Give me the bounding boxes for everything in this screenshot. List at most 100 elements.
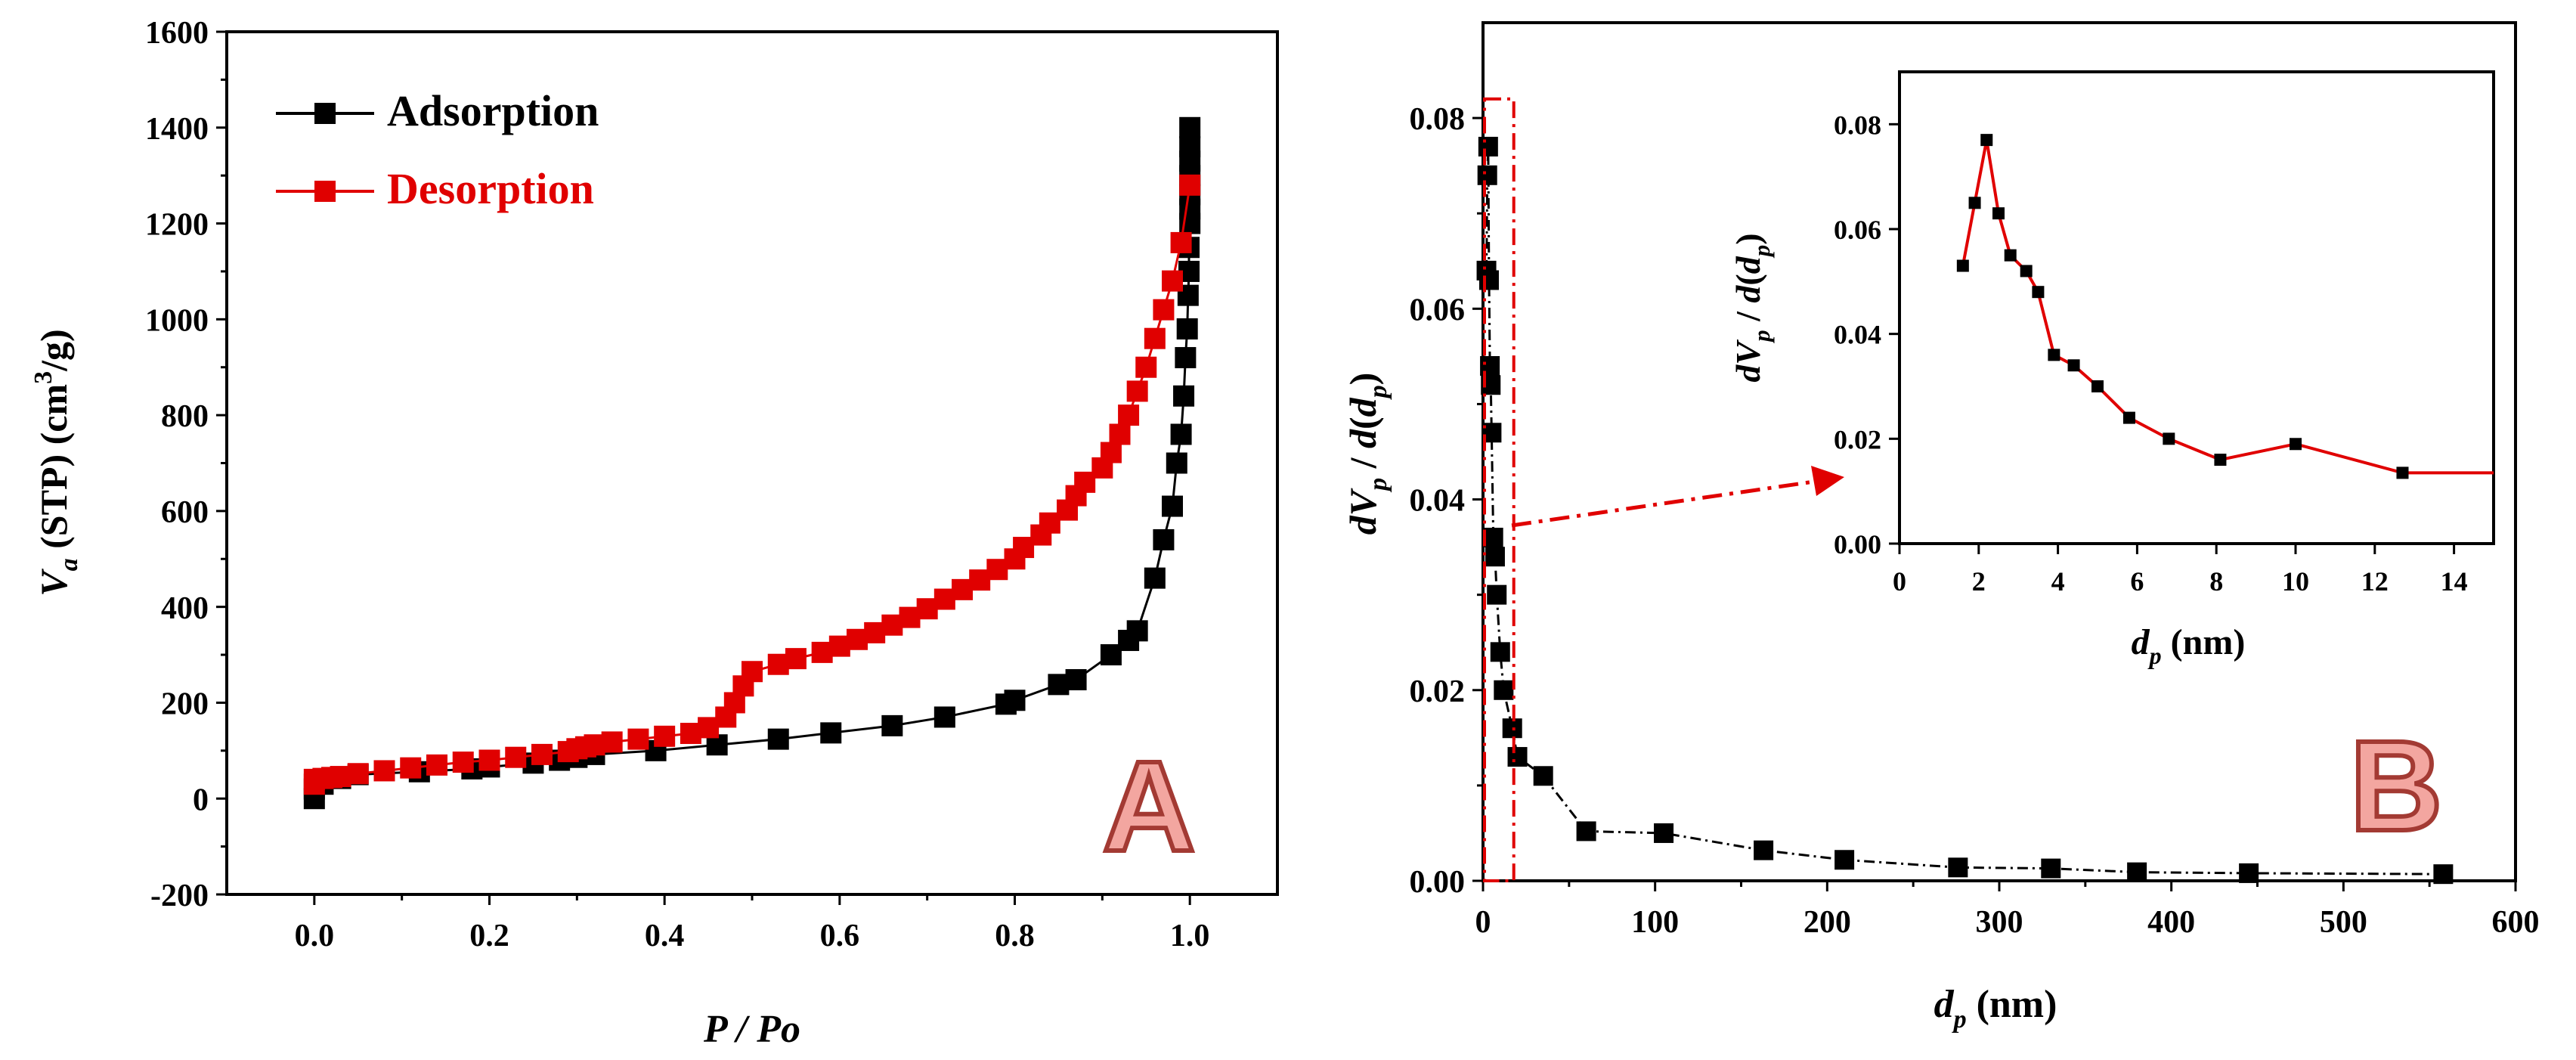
inset-x-tick-label: 4 bbox=[2051, 566, 2065, 597]
panel-b-data-point bbox=[1533, 766, 1553, 786]
inset-y-axis-label: dVp / d(dp) bbox=[1729, 233, 1775, 382]
inset-y-tick-label: 0.02 bbox=[1834, 424, 1881, 454]
inset-x-tick-label: 2 bbox=[1972, 566, 1986, 597]
panel-a-data-point bbox=[1144, 327, 1166, 349]
panel-a-data-point bbox=[1179, 116, 1201, 138]
inset-data-point bbox=[2004, 249, 2017, 262]
legend-adsorption-label: Adsorption bbox=[387, 86, 599, 135]
legend-desorption-marker bbox=[314, 181, 336, 202]
panel-a-data-point bbox=[531, 743, 553, 765]
panel-b-x-tick-label: 200 bbox=[1804, 905, 1851, 940]
panel-b-y-tick-label: 0.06 bbox=[1410, 293, 1466, 327]
panel-a-data-point bbox=[373, 760, 395, 782]
panel-b-x-tick-label: 400 bbox=[2147, 905, 2195, 940]
panel-b-data-point bbox=[2239, 863, 2259, 883]
panel-a-data-point bbox=[400, 757, 422, 779]
panel-a-data-point bbox=[1179, 174, 1201, 196]
inset-ticks: 0 2 4 6 8 10 12 14 0.00 0.02 0.04 0.06 0.08 bbox=[1834, 110, 2468, 597]
panel-b-y-tick-label: 0.02 bbox=[1410, 674, 1466, 709]
inset-frame bbox=[1898, 70, 2495, 545]
inset-data-point bbox=[2032, 286, 2045, 299]
inset-data-point bbox=[2020, 265, 2033, 277]
inset-y-tick-label: 0.04 bbox=[1834, 320, 1881, 350]
panel-a-data-point bbox=[1173, 385, 1195, 407]
panel-a-data-point bbox=[601, 731, 623, 753]
panel-a-x-tick-label: 0.4 bbox=[645, 919, 685, 953]
panel-a-data-point bbox=[654, 725, 676, 747]
panel-a-y-tick-label: 0 bbox=[193, 783, 209, 817]
inset-series-line bbox=[1961, 139, 2494, 475]
legend-adsorption-marker bbox=[314, 103, 336, 124]
panel-b-data-point bbox=[1576, 821, 1596, 841]
panel-a-data-point bbox=[1153, 528, 1175, 550]
panel-a-data-point bbox=[505, 746, 527, 768]
panel-a-data-point bbox=[1004, 690, 1026, 711]
panel-a-data-point bbox=[785, 648, 807, 670]
inset-x-tick-label: 8 bbox=[2209, 566, 2223, 597]
inset-data-point bbox=[2396, 466, 2409, 479]
panel-b-data-point bbox=[2041, 858, 2061, 879]
panel-a-data-point bbox=[1153, 299, 1175, 321]
panel-b-chart: 0 100 200 300 400 500 6000.000.020.040.060.08 … bbox=[1342, 21, 2540, 1034]
panel-a-y-tick-label: 800 bbox=[161, 399, 209, 434]
panel-b-data-point bbox=[1654, 823, 1674, 843]
panel-b-inset-chart: 0 2 4 6 8 10 12 140.000.020.040.060.08 dp (nm) … bbox=[1729, 70, 2495, 669]
panel-b-data-point bbox=[1834, 850, 1855, 870]
panel-b-data-point bbox=[1490, 642, 1510, 662]
panel-b-data-point bbox=[1494, 680, 1514, 700]
inset-y-tick-label: 0.06 bbox=[1834, 215, 1881, 245]
panel-a-data-point bbox=[1176, 318, 1198, 340]
panel-b-x-tick-label: 500 bbox=[2320, 905, 2367, 940]
inset-background bbox=[1899, 72, 2494, 544]
inset-data-point bbox=[2122, 411, 2135, 424]
panel-a-data-point bbox=[1175, 347, 1197, 369]
panel-b-x-axis-label: dp (nm) bbox=[1934, 983, 2057, 1034]
panel-a-letter: A bbox=[1103, 735, 1196, 879]
panel-a-y-tick-label: 1000 bbox=[145, 303, 209, 338]
panel-a-data-point bbox=[1170, 423, 1192, 445]
panel-a-x-tick-label: 0.2 bbox=[469, 919, 509, 953]
panel-b-data-point bbox=[1478, 136, 1498, 157]
panel-a-data-point bbox=[767, 728, 789, 750]
panel-a-ticks: 0.0 0.2 0.4 0.6 0.8 1.0 -200 0 200 400 600 800 1000 1… bbox=[145, 16, 1209, 953]
panel-b-data-point bbox=[2433, 864, 2454, 885]
panel-a-data-point bbox=[1118, 404, 1140, 426]
panel-b-x-tick-label: 0 bbox=[1475, 905, 1491, 940]
panel-a-data-point bbox=[1109, 423, 1131, 445]
inset-x-tick-label: 10 bbox=[2282, 566, 2309, 597]
panel-a-x-axis-label: P / Po bbox=[703, 1008, 800, 1051]
inset-data-point bbox=[2048, 349, 2060, 361]
panel-a-series-line bbox=[313, 127, 1191, 799]
panel-a-data-point bbox=[426, 754, 447, 776]
panel-b-letter: B bbox=[2350, 714, 2443, 858]
panel-b-data-point bbox=[1754, 840, 1774, 860]
panel-a-chart: 0.0 0.2 0.4 0.6 0.8 1.0 -200 0 200 400 600 800 1000 1… bbox=[29, 16, 1279, 1051]
inset-data-point bbox=[2067, 359, 2080, 372]
panel-a-y-tick-label: -200 bbox=[150, 879, 209, 913]
zoom-region-box bbox=[1483, 97, 1516, 882]
panel-b-y-axis-label: dVp / d(dp) bbox=[1342, 373, 1392, 535]
panel-b-y-tick-label: 0.00 bbox=[1410, 865, 1466, 900]
panel-a-y-tick-label: 1600 bbox=[145, 16, 209, 51]
inset-x-tick-label: 12 bbox=[2361, 566, 2389, 597]
panel-a-y-tick-label: 400 bbox=[161, 591, 209, 626]
panel-a-data-point bbox=[1126, 380, 1148, 402]
panel-a-data-point bbox=[627, 728, 649, 750]
inset-x-tick-label: 6 bbox=[2130, 566, 2144, 597]
panel-b-series-line bbox=[1485, 146, 2444, 876]
panel-a-x-tick-label: 0.8 bbox=[995, 919, 1035, 953]
inset-data-point bbox=[2290, 438, 2302, 451]
inset-series bbox=[1956, 134, 2494, 479]
panel-b-data-point bbox=[1478, 270, 1499, 290]
inset-x-tick-label: 14 bbox=[2441, 566, 2468, 597]
panel-b-data-point bbox=[1507, 747, 1528, 767]
panel-a-y-tick-label: 600 bbox=[161, 495, 209, 530]
panel-a-data-point bbox=[820, 722, 842, 744]
panel-a-y-tick-label: 200 bbox=[161, 687, 209, 722]
panel-a-data-point bbox=[347, 763, 369, 785]
panel-a-x-tick-label: 0.6 bbox=[820, 919, 860, 953]
panel-a-data-point bbox=[1166, 452, 1187, 474]
panel-a-x-tick-label: 0.0 bbox=[295, 919, 335, 953]
